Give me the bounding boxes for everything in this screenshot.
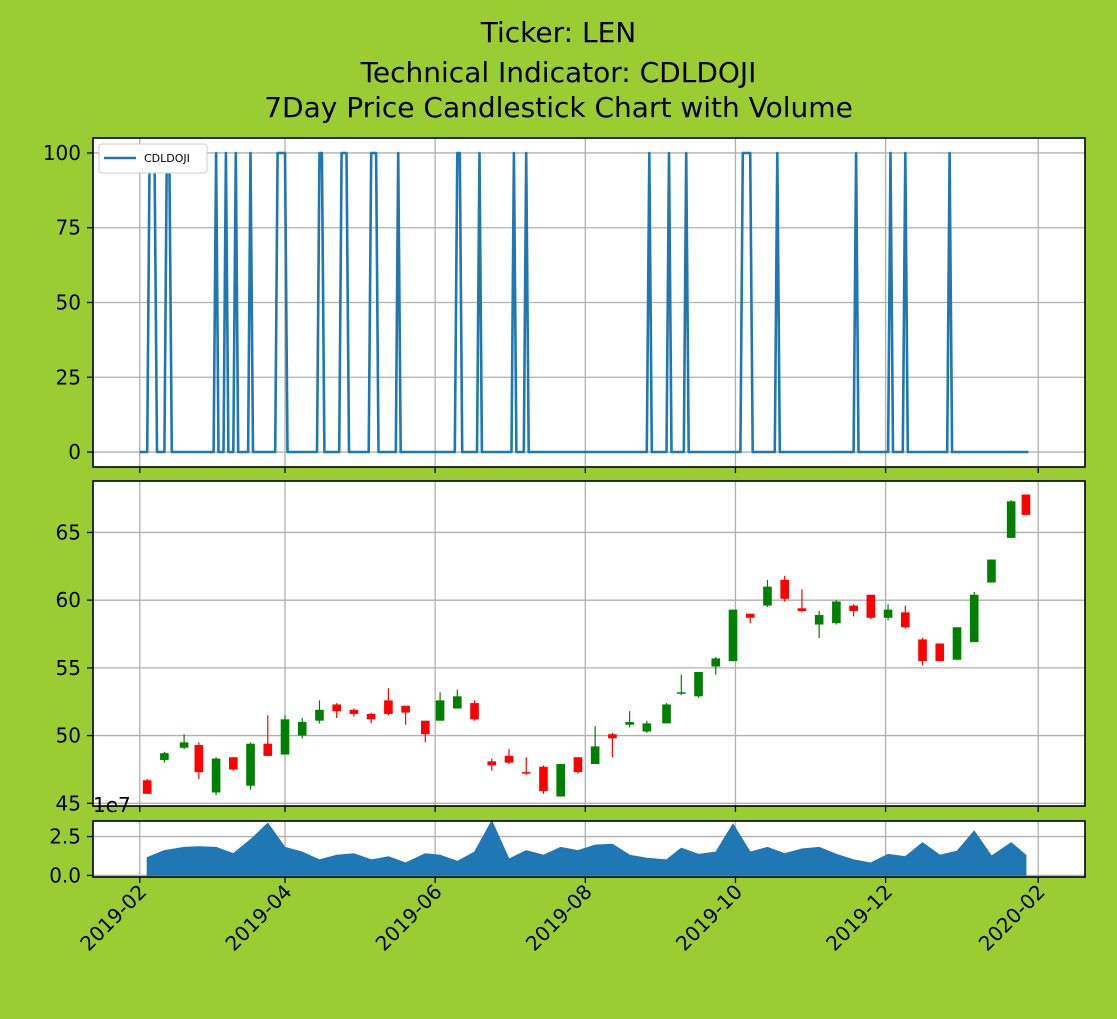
indicator-ytick-label: 100 — [43, 141, 81, 165]
candle-body — [539, 766, 548, 792]
price-ytick-label: 55 — [56, 656, 81, 680]
indicator-ytick-label: 75 — [56, 216, 81, 240]
candle-body — [662, 704, 671, 724]
indicator-frame — [92, 137, 1086, 468]
candle-body — [832, 601, 841, 624]
candle-body — [315, 709, 324, 721]
candle-body — [952, 627, 962, 660]
candle-body — [229, 757, 238, 770]
candle-body — [883, 609, 893, 618]
chart-title-line-1: Ticker: LEN — [480, 16, 637, 49]
candle-body — [969, 594, 979, 643]
candle-body — [677, 692, 686, 694]
xtick-label: 2020-02 — [974, 880, 1050, 956]
legend: CDLDOJI — [98, 143, 208, 174]
price-ytick-label: 60 — [56, 588, 81, 612]
legend-label: CDLDOJI — [144, 152, 190, 165]
candle-body — [763, 586, 772, 606]
candle-body — [332, 704, 341, 712]
candle-body — [470, 703, 479, 720]
chart-title-line-3: 7Day Price Candlestick Chart with Volume — [264, 91, 853, 124]
candle-body — [160, 753, 169, 760]
candle-body — [728, 609, 738, 662]
price-panel: 45 50 55 60 65 — [56, 480, 1086, 815]
volume-ytick-label: 0.0 — [49, 863, 81, 887]
chart-title-line-2: Technical Indicator: CDLDOJI — [360, 56, 757, 89]
candle-body — [935, 643, 945, 662]
volume-offset-text: 1e7 — [93, 793, 131, 817]
indicator-ytick-label: 50 — [56, 291, 81, 315]
volume-area — [146, 819, 1027, 876]
xtick-label: 2019-02 — [75, 880, 151, 956]
candle-body — [918, 639, 927, 662]
candle-body — [263, 743, 273, 756]
candle-body — [521, 772, 531, 774]
candle-body — [608, 734, 617, 739]
candle-body — [694, 671, 703, 697]
xtick-label: 2019-10 — [671, 880, 747, 956]
candle-body — [1021, 494, 1031, 515]
price-frame — [92, 480, 1086, 807]
candle-body — [435, 700, 445, 721]
volume-panel: 0.0 2.5 1e7 — [49, 793, 1086, 887]
candle-body — [556, 764, 565, 797]
candle-body — [1006, 501, 1016, 538]
candle-body — [421, 720, 430, 735]
candle-body — [366, 713, 376, 720]
candle-body — [453, 696, 462, 709]
candle-body — [849, 605, 858, 611]
candle-body — [590, 746, 600, 765]
candle-body — [297, 722, 307, 736]
cdldoji-line — [139, 151, 1029, 454]
legend-box — [98, 143, 208, 174]
volume-frame — [92, 820, 1086, 878]
indicator-ytick-label: 0 — [68, 440, 81, 464]
candle-body — [780, 579, 789, 599]
candle-body — [487, 761, 497, 766]
candle-body — [401, 705, 410, 713]
candle-body — [814, 615, 824, 625]
candle-body — [573, 757, 583, 773]
candle-body — [711, 658, 721, 667]
candle-body — [642, 723, 652, 732]
indicator-panel: 0 25 50 75 100 CDLDOJI — [43, 137, 1086, 468]
candle-body — [797, 608, 807, 611]
price-ytick-label: 50 — [56, 724, 81, 748]
candle-body — [194, 745, 204, 773]
candle-body — [745, 613, 755, 618]
candle-body — [384, 700, 393, 714]
xtick-label: 2019-06 — [371, 880, 447, 956]
candle-body — [866, 594, 876, 618]
candle-body — [504, 755, 514, 763]
candle-body — [280, 719, 290, 755]
xtick-label: 2019-08 — [521, 880, 597, 956]
candle-body — [625, 722, 634, 725]
candle-body — [246, 743, 255, 786]
xtick-label: 2019-12 — [821, 880, 897, 956]
price-ytick-label: 45 — [56, 791, 81, 815]
xtick-label: 2019-04 — [220, 880, 296, 956]
candle-body — [179, 742, 189, 748]
volume-ytick-label: 2.5 — [49, 825, 81, 849]
candle-body — [987, 559, 996, 583]
candle-body — [901, 612, 910, 628]
candle-body — [211, 758, 221, 793]
candle-body — [349, 709, 359, 714]
candle-body — [142, 780, 152, 794]
price-ytick-label: 65 — [56, 520, 81, 544]
indicator-ytick-label: 25 — [56, 365, 81, 389]
